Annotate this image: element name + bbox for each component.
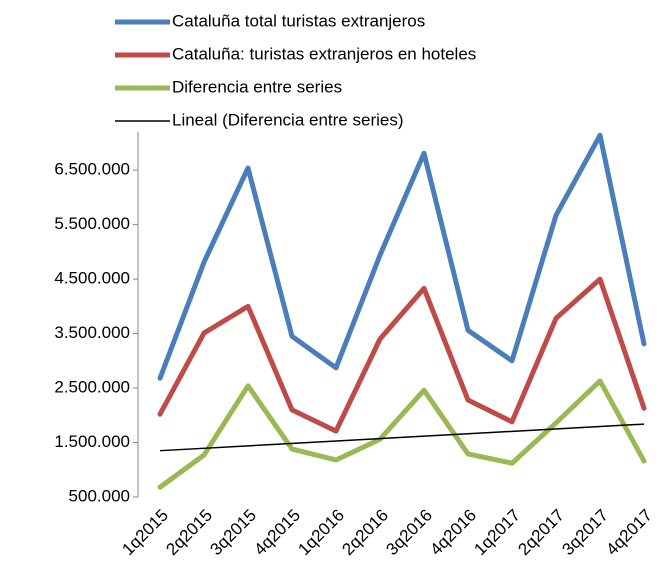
x-tick-label: 4q2015 [250, 506, 304, 560]
x-tick-label: 2q2016 [338, 506, 392, 560]
x-tick-label: 3q2015 [206, 506, 260, 560]
x-tick-label: 1q2015 [118, 506, 172, 560]
y-tick-label: 500.000 [69, 486, 130, 505]
legend-label: Cataluña: turistas extranjeros en hotele… [172, 44, 476, 63]
series-line [157, 378, 647, 490]
y-tick-label: 3.500.000 [54, 323, 130, 342]
trendline [159, 423, 645, 452]
y-tick-label: 1.500.000 [54, 432, 130, 451]
legend-label: Diferencia entre series [172, 77, 342, 96]
legend-label: Lineal (Diferencia entre series) [172, 110, 404, 129]
x-tick-label: 1q2017 [470, 506, 524, 560]
series-line [157, 132, 647, 381]
x-tick-label: 3q2017 [558, 506, 612, 560]
x-tick-label: 4q2017 [602, 506, 656, 560]
x-tick-label: 3q2016 [382, 506, 436, 560]
legend-label: Cataluña total turistas extranjeros [172, 11, 425, 30]
series-line [157, 276, 647, 434]
y-tick-label: 6.500.000 [54, 160, 130, 179]
x-tick-label: 4q2016 [426, 506, 480, 560]
y-tick-label: 5.500.000 [54, 214, 130, 233]
x-tick-label: 2q2017 [514, 506, 568, 560]
x-tick-label: 1q2016 [294, 506, 348, 560]
x-tick-label: 2q2015 [162, 506, 216, 560]
y-tick-label: 4.500.000 [54, 269, 130, 288]
y-tick-label: 2.500.000 [54, 378, 130, 397]
